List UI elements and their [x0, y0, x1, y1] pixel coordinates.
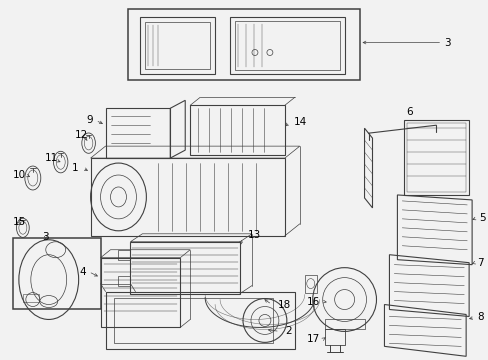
Text: 3: 3 — [443, 37, 449, 48]
Bar — [23, 293, 39, 302]
Bar — [105, 292, 294, 349]
Text: 15: 15 — [13, 217, 26, 227]
Bar — [145, 22, 210, 69]
Text: 17: 17 — [306, 334, 319, 345]
Text: 5: 5 — [478, 213, 485, 223]
Text: 8: 8 — [476, 312, 483, 323]
Text: 6: 6 — [405, 107, 412, 117]
Text: 2: 2 — [285, 327, 291, 336]
Bar — [407, 123, 465, 192]
Bar — [324, 319, 364, 329]
Bar — [118, 250, 130, 260]
Text: 12: 12 — [75, 130, 88, 140]
Bar — [130, 242, 240, 293]
Bar — [128, 9, 359, 80]
Bar — [118, 276, 130, 285]
Text: 9: 9 — [86, 115, 92, 125]
Text: 4: 4 — [79, 267, 85, 276]
Bar — [229, 17, 344, 75]
Bar — [13, 238, 101, 310]
Bar — [140, 17, 215, 75]
Text: 14: 14 — [293, 117, 306, 127]
Bar — [101, 258, 180, 328]
Bar — [324, 329, 344, 345]
Bar — [304, 275, 316, 293]
Text: 18: 18 — [277, 300, 290, 310]
Bar — [190, 105, 285, 155]
Text: 7: 7 — [476, 258, 483, 268]
Bar — [113, 298, 272, 343]
Bar — [90, 158, 285, 236]
Bar — [105, 108, 170, 158]
Text: 3: 3 — [42, 232, 49, 242]
Bar — [404, 120, 468, 195]
Text: 10: 10 — [13, 170, 26, 180]
Text: 11: 11 — [45, 153, 58, 163]
Bar — [235, 21, 339, 71]
Text: 1: 1 — [72, 163, 79, 173]
Text: 13: 13 — [247, 230, 261, 240]
Text: 16: 16 — [306, 297, 319, 306]
